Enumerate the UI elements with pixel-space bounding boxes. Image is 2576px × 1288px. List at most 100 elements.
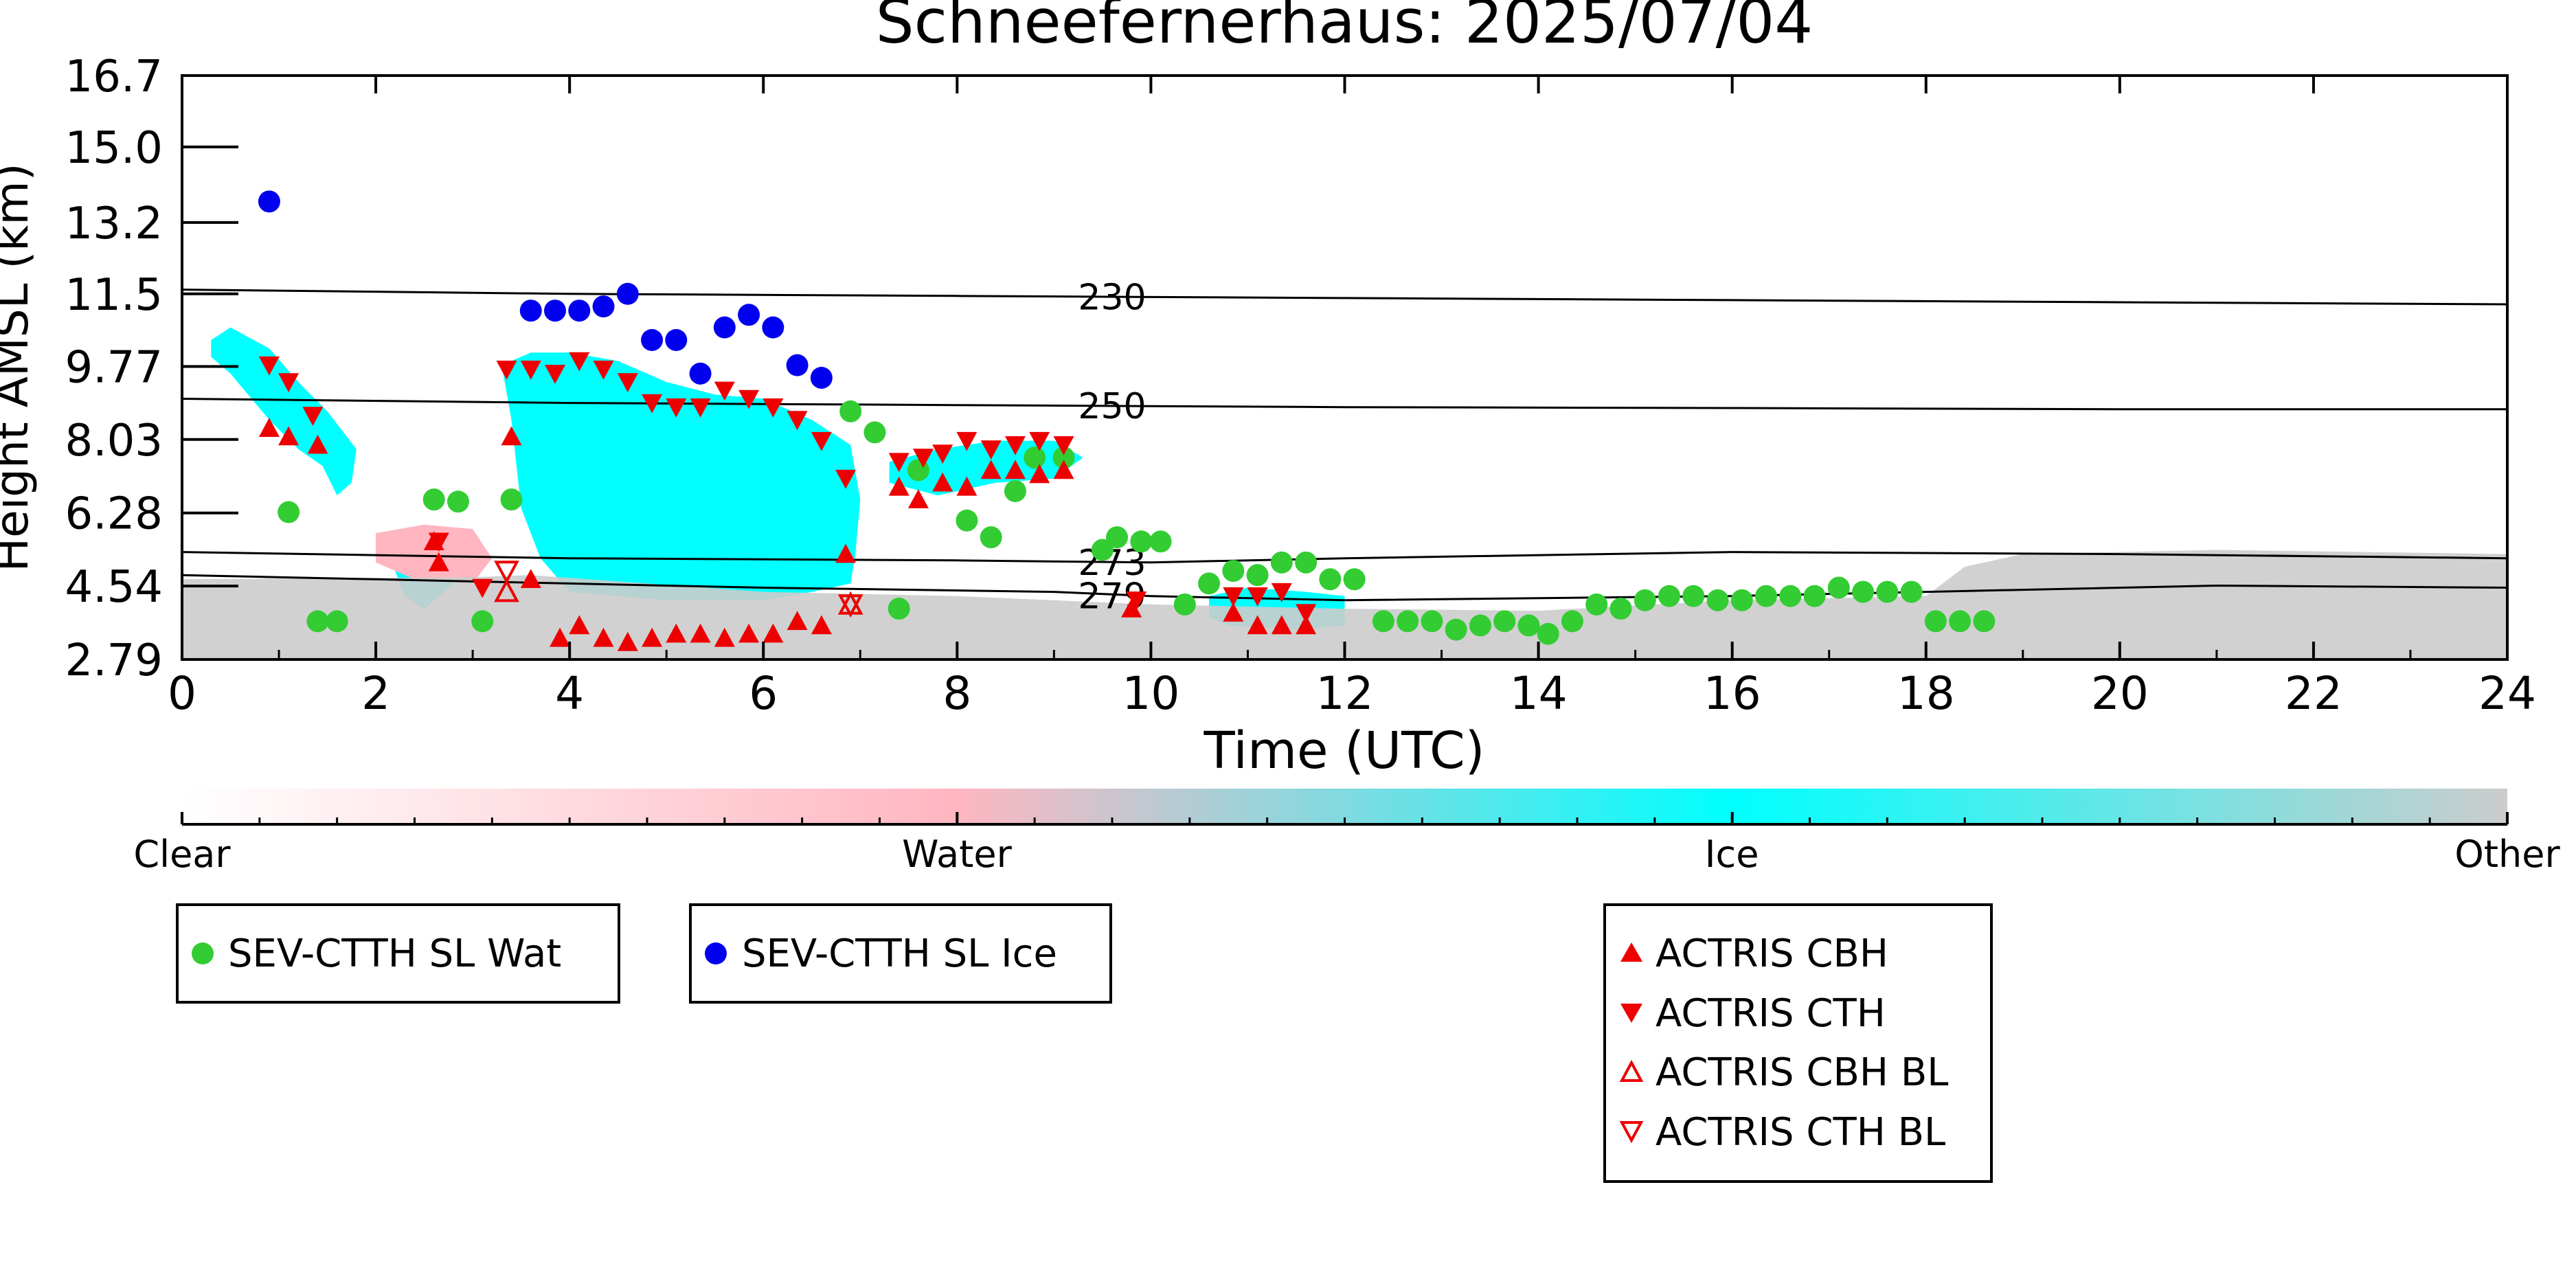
point-sev-ctth-sl-ice [592,295,615,318]
y-tick-label: 9.77 [65,342,163,393]
point-actris-cth [1271,583,1292,602]
point-sev-ctth-sl-wat [1876,580,1899,603]
point-sev-ctth-sl-wat [1343,568,1366,591]
axes-layer: 0 2 4 6 8 10 12 14 16 18 20 22 242.794.546.288.039.7… [65,52,2536,720]
point-actris-cth [714,381,735,401]
point-sev-ctth-sl-wat [1900,580,1923,603]
point-sev-ctth-sl-ice [544,300,567,322]
x-tick-label: 12 [1316,667,1374,720]
point-actris-cbh [1053,460,1074,479]
point-actris-cbh [690,623,711,643]
point-actris-cth [835,469,857,489]
point-sev-ctth-sl-ice [786,354,809,376]
point-actris-cth [520,361,541,380]
legend-label-cth: ACTRIS CTH [1656,991,1886,1036]
x-tick-label: 10 [1122,667,1179,720]
point-sev-ctth-sl-ice [641,328,664,351]
point-actris-cbh [1223,602,1244,622]
point-actris-cbh [569,615,590,635]
mask-region-water [376,524,493,584]
x-axis-label: Time (UTC) [1203,721,1484,780]
point-sev-ctth-sl-wat [1270,551,1293,574]
point-sev-ctth-sl-wat [1319,568,1342,591]
point-actris-cbh [428,552,449,572]
point-actris-cbh [932,472,953,492]
point-actris-cth [666,398,687,418]
legend-marker-ice [705,942,727,964]
point-sev-ctth-sl-wat [1149,530,1172,553]
point-sev-ctth-sl-wat [1421,610,1443,633]
point-sev-ctth-sl-ice [258,190,280,213]
isotherm-label-230: 230 [1078,277,1146,318]
legend-label-cth-bl: ACTRIS CTH BL [1656,1110,1945,1155]
x-tick-label: 16 [1704,667,1761,720]
point-actris-cbh [1121,598,1142,618]
legend-marker-cbh-bl [1619,1059,1644,1082]
point-sev-ctth-sl-wat [888,598,910,620]
point-actris-cth [1126,591,1147,611]
y-tick-label: 4.54 [65,562,163,613]
point-sev-ctth-sl-wat [1924,610,1947,633]
point-sev-ctth-sl-wat [1658,585,1680,607]
point-sev-ctth-sl-wat [1397,610,1419,633]
isotherm-label-250: 250 [1078,386,1146,427]
y-tick-label: 11.5 [65,270,163,321]
point-sev-ctth-sl-wat [1561,610,1583,633]
point-sev-ctth-sl-wat [1024,447,1046,469]
colorbar-label-water: Water [902,833,1012,876]
colorbar-label-clear: Clear [133,833,231,876]
point-actris-cth [472,578,493,598]
point-actris-cth [428,532,449,552]
point-sev-ctth-sl-wat [1173,593,1196,615]
point-sev-ctth-sl-wat [306,610,329,633]
legend-box-actris [1603,903,1993,1183]
point-actris-cbh [738,623,760,643]
point-sev-ctth-sl-wat [1779,585,1802,607]
point-actris-cth [932,444,953,464]
point-sev-ctth-sl-wat [1634,589,1656,611]
legend-marker-wat [192,942,214,964]
point-actris-cbh [1005,460,1026,479]
mask-region-other [182,550,2507,659]
point-actris-cbh [278,426,300,446]
point-sev-ctth-sl-wat [471,610,494,633]
point-sev-ctth-sl-ice [810,366,833,389]
point-actris-cbh [980,460,1002,479]
point-sev-ctth-sl-wat [1052,447,1075,469]
point-sev-ctth-sl-wat [1609,598,1632,620]
point-sev-ctth-sl-wat [1682,585,1705,607]
point-sev-ctth-sl-wat [956,509,978,532]
point-actris-cbh [888,476,909,496]
y-tick-label: 2.79 [65,635,163,686]
point-actris-cth [690,398,711,418]
point-actris-cth-bl [837,594,863,618]
y-tick-label: 16.7 [65,52,163,102]
point-actris-cth [1029,431,1050,451]
point-sev-ctth-sl-ice [568,300,591,322]
point-sev-ctth-sl-ice [738,304,760,326]
point-actris-cth [258,356,280,376]
isotherm-230 [181,289,2508,306]
isotherm-250 [181,398,2507,411]
point-sev-ctth-sl-wat [1091,539,1114,561]
point-sev-ctth-sl-wat [1706,589,1729,611]
legend-label-cbh: ACTRIS CBH [1656,931,1888,976]
x-tick-label: 8 [942,667,971,720]
mask-region-ice [501,352,861,600]
x-tick-label: 6 [749,667,778,720]
point-sev-ctth-sl-wat [1222,560,1245,583]
point-actris-cbh [501,426,522,446]
point-sev-ctth-sl-wat [1803,585,1826,607]
point-sev-ctth-sl-wat [422,488,445,511]
y-tick-label: 13.2 [65,199,163,249]
point-actris-cth-bl [494,561,519,585]
x-tick-label: 18 [1897,667,1955,720]
isotherm-273 [181,551,2508,564]
point-sev-ctth-sl-ice [665,328,688,351]
point-actris-cth [593,361,614,380]
legend-label-cbh-bl: ACTRIS CBH BL [1656,1050,1948,1095]
point-actris-cbh [520,569,541,588]
point-sev-ctth-sl-wat [1469,614,1491,637]
point-sev-ctth-sl-wat [1730,589,1753,611]
